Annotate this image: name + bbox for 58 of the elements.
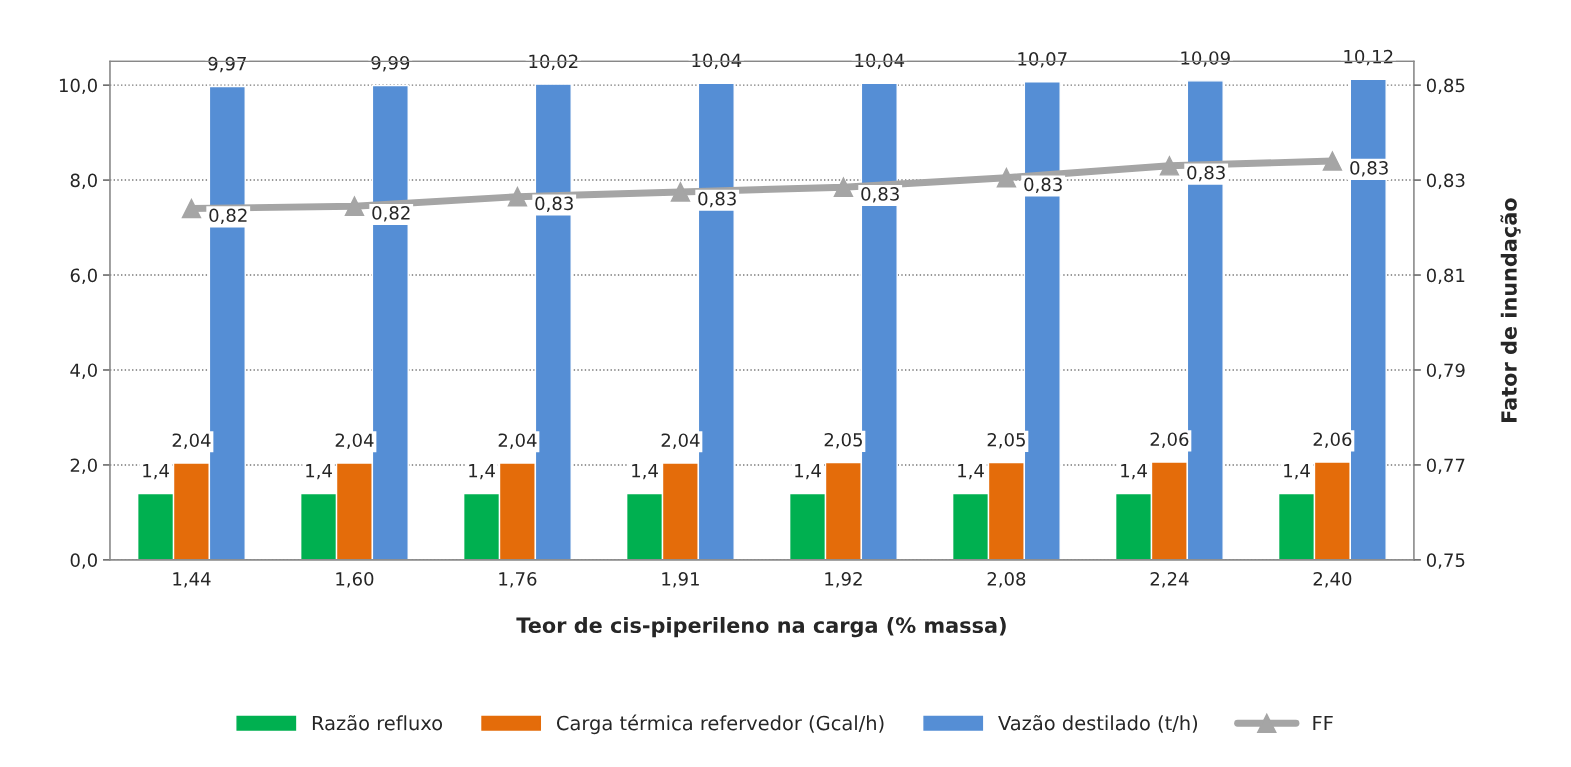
x-tick-label: 2,24 [1150,572,1189,588]
data-label: 0,83 [1187,165,1225,182]
data-label: 2,04 [172,433,211,449]
x-tick-label: 1,91 [662,572,699,588]
y-tick-label: 10,0 [59,78,97,95]
data-label: 2,06 [1313,432,1352,448]
point [1322,151,1343,171]
legend-label: Vazão destilado (t/h) [998,715,1198,733]
y2-tick-label: 0,77 [1426,458,1465,474]
y-tick-label: 2,0 [70,458,97,474]
x-tick-label: 2,08 [987,572,1026,588]
y-tick-label: 4,0 [70,363,97,379]
x-tick-label: 1,60 [336,572,374,588]
legend-label: Carga térmica refervedor (Gcal/h) [556,714,884,735]
point [507,186,528,207]
y-tick-label: 6,0 [70,268,97,284]
data-label: 0,82 [372,206,410,222]
data-label: 1,4 [1121,464,1147,480]
y2-tick-label: 0,79 [1426,363,1465,379]
y2-tick-label: 0,81 [1426,268,1465,284]
y-tick-label: 0,0 [70,553,97,569]
point [670,182,691,202]
legend-label: Razão refluxo [312,715,443,731]
data-label: 2,04 [498,433,537,449]
legend-label: FF [1313,715,1333,731]
point [833,177,854,197]
data-label: 0,83 [861,187,899,203]
data-label: 2,06 [1150,432,1189,448]
data-label: 0,82 [209,208,247,224]
point [996,167,1017,188]
data-label: 1,4 [143,464,169,480]
data-label: 0,83 [535,196,573,213]
x-axis-title: Teor de cis-piperileno na carga (% massa) [516,616,1006,638]
data-label: 1,4 [1284,464,1310,480]
data-label: 1,4 [795,464,821,480]
data-label: 1,4 [632,464,658,480]
x-tick-label: 1,92 [825,572,862,588]
data-label: 2,04 [661,433,700,449]
data-label: 0,83 [698,191,736,208]
data-label: 2,05 [987,432,1025,449]
y2-tick-label: 0,75 [1426,553,1465,569]
data-label: 1,4 [469,464,495,480]
point [181,198,202,219]
y2-tick-label: 0,85 [1426,78,1465,95]
data-label: 0,83 [1350,160,1388,177]
data-label: 0,83 [1024,177,1062,194]
point [1159,156,1180,176]
y-tick-label: 8,0 [70,173,97,190]
y2-tick-label: 0,83 [1426,173,1465,190]
x-tick-label: 1,76 [499,572,537,588]
x-tick-label: 2,40 [1313,572,1352,588]
data-label: 1,4 [958,464,984,480]
data-label: 1,4 [306,464,332,480]
data-label: 2,05 [824,432,862,449]
data-label: 2,04 [335,433,374,449]
y2-axis-title: Fator de inundação [1500,198,1521,422]
x-tick-label: 1,44 [173,572,211,588]
point [344,196,365,216]
